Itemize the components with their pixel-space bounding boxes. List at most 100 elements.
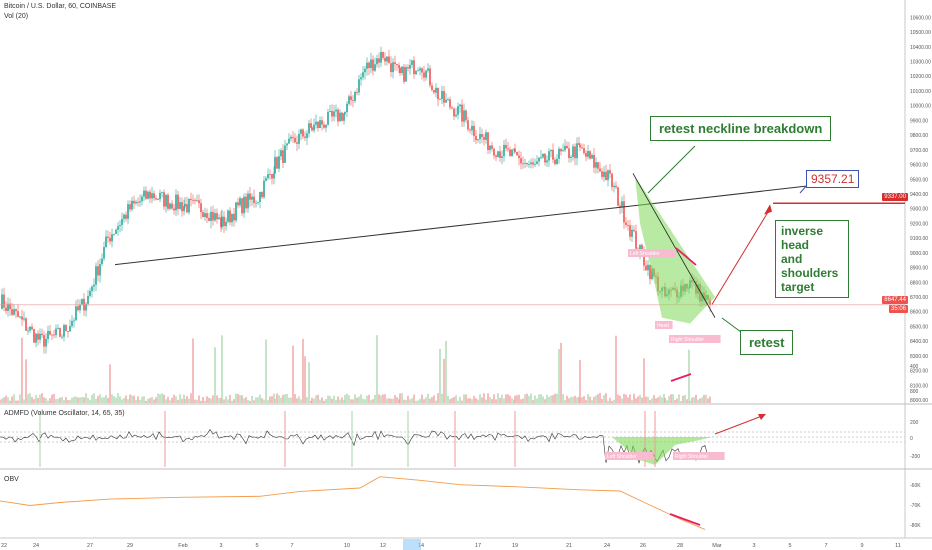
- candle-body: [233, 213, 235, 221]
- volume-bar: [141, 396, 143, 403]
- candle-body: [399, 67, 401, 74]
- volume-bar: [220, 398, 222, 403]
- candle-body: [433, 90, 435, 93]
- volume-bar: [637, 396, 639, 403]
- candle-body: [633, 229, 635, 232]
- volume-bar: [214, 347, 216, 403]
- candle-body: [362, 72, 364, 78]
- left-shoulder-label-bg: [628, 249, 677, 257]
- candle-body: [229, 210, 231, 223]
- volume-bar: [619, 395, 621, 403]
- candle-body: [544, 153, 546, 163]
- candle-body: [514, 148, 516, 152]
- head-label-bg: [655, 321, 673, 329]
- volume-bar: [17, 400, 19, 403]
- candle-body: [425, 70, 427, 78]
- volume-bar: [200, 400, 202, 403]
- candle-body: [390, 63, 392, 73]
- volume-bar: [27, 394, 29, 403]
- candle-body: [159, 192, 161, 200]
- candle-body: [129, 204, 131, 210]
- candle-body: [227, 210, 229, 222]
- candle-body: [245, 196, 247, 209]
- candle-body: [409, 64, 411, 69]
- volume-bar: [429, 398, 431, 403]
- y-tick-label: 9200.00: [910, 221, 928, 227]
- volume-bar: [212, 395, 214, 403]
- volume-bar: [19, 394, 21, 403]
- candle-body: [17, 311, 19, 317]
- volume-bar: [566, 395, 568, 403]
- neckline: [114, 184, 816, 266]
- volume-bar: [131, 395, 133, 403]
- candle-body: [556, 158, 558, 165]
- volume-bar: [657, 397, 659, 403]
- volume-bar: [695, 394, 697, 403]
- candle-body: [143, 190, 145, 197]
- volume-bar: [61, 396, 63, 403]
- volume-bar: [431, 397, 433, 403]
- volume-bar: [282, 394, 284, 403]
- candle-body: [274, 157, 276, 174]
- volume-bar: [245, 397, 247, 403]
- candle-body: [609, 170, 611, 174]
- candle-body: [593, 155, 595, 168]
- volume-bar: [589, 396, 591, 403]
- candle-body: [343, 113, 345, 121]
- candle-body: [576, 143, 578, 159]
- volume-bar: [107, 397, 109, 403]
- countdown-tag: 35:06: [888, 305, 908, 313]
- candle-body: [253, 196, 255, 204]
- volume-bar: [188, 398, 190, 403]
- target-callout-line: head: [781, 238, 810, 252]
- candle-body: [323, 124, 325, 128]
- y-tick-label: 8100.00: [910, 383, 928, 389]
- volume-bar: [627, 397, 629, 403]
- candle-body: [625, 222, 627, 226]
- candle-body: [579, 144, 581, 148]
- volume-bar: [475, 398, 477, 403]
- candle-body: [139, 201, 141, 203]
- volume-bar: [562, 393, 564, 403]
- candle-body: [103, 247, 105, 259]
- volume-bar: [661, 397, 663, 403]
- candle-body: [447, 99, 449, 101]
- volume-bar: [329, 396, 331, 403]
- volume-bar: [306, 397, 308, 403]
- volume-bar: [7, 397, 9, 403]
- volume-bar: [300, 399, 302, 403]
- candle-body: [125, 214, 127, 219]
- candle-body: [45, 338, 47, 347]
- volume-bar: [13, 394, 15, 403]
- volume-bar: [435, 400, 437, 403]
- volume-bar: [183, 394, 185, 403]
- volume-bar: [491, 399, 493, 403]
- symbol-title: Bitcoin / U.S. Dollar, 60, COINBASE: [4, 3, 117, 10]
- candle-body: [247, 193, 249, 209]
- candle-body: [372, 59, 374, 71]
- volume-bar: [576, 397, 578, 403]
- y-tick-label: 8600.00: [910, 310, 928, 316]
- y-tick-label: 10100.00: [910, 89, 931, 95]
- x-tick-label: 5: [788, 543, 791, 549]
- volume-bar: [274, 398, 276, 403]
- candle-body: [497, 151, 499, 158]
- volume-bar: [273, 393, 275, 403]
- volume-bar: [15, 400, 17, 403]
- volume-bar: [356, 397, 358, 403]
- candle-body: [3, 294, 5, 308]
- volume-bar: [153, 399, 155, 403]
- candle-body: [627, 225, 629, 226]
- volume-bar: [647, 396, 649, 403]
- volume-bar: [522, 398, 524, 403]
- y-tick-label: 10600.00: [910, 15, 931, 21]
- volume-bar: [75, 396, 77, 403]
- volume-bar: [41, 393, 43, 403]
- volume-bar: [550, 395, 552, 403]
- candle-body: [97, 266, 99, 276]
- candle-body: [423, 72, 425, 78]
- candle-body: [333, 111, 335, 117]
- candle-body: [528, 164, 530, 165]
- volume-bar: [378, 394, 380, 403]
- candle-body: [188, 198, 190, 213]
